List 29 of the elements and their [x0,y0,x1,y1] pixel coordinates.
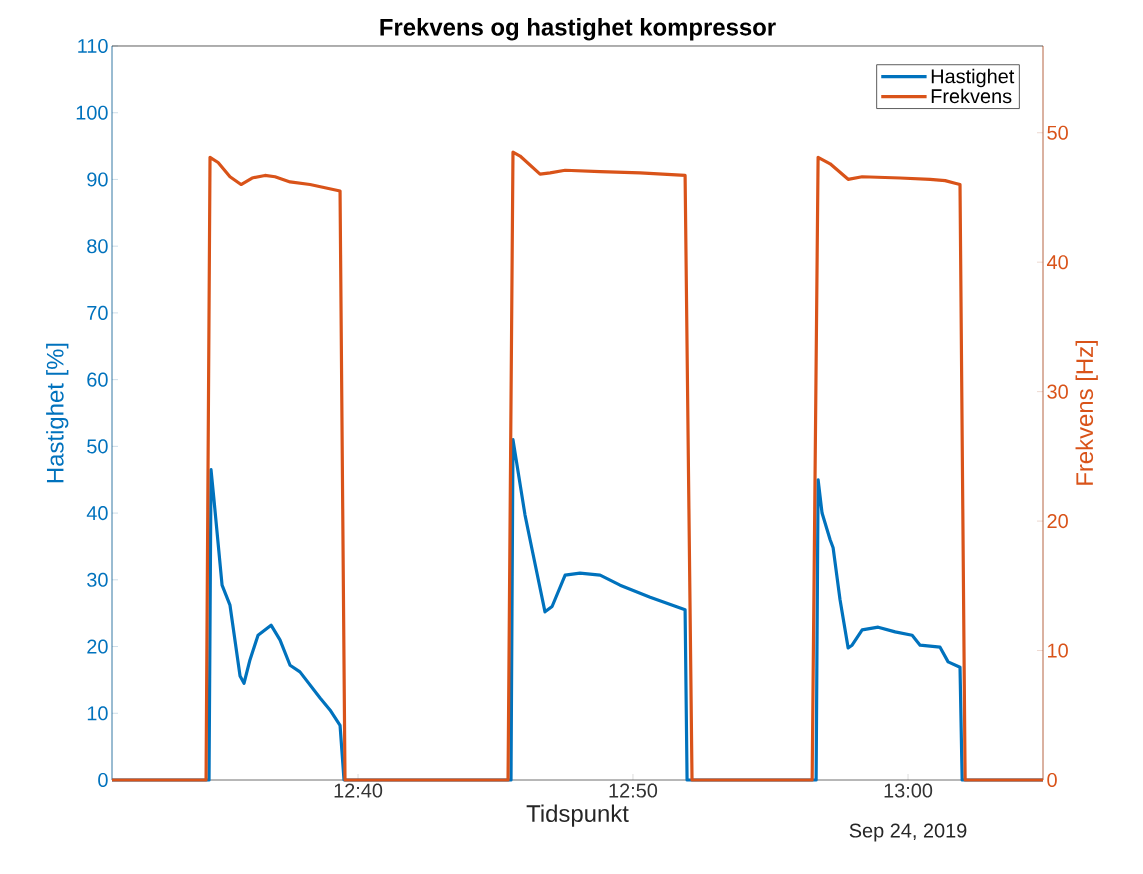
y-tick-label: 20 [87,639,108,654]
legend-label: Hastighet [931,68,1015,88]
y-tick-label: 60 [87,372,108,387]
y2-axis-title: Frekvens [Hz] [1075,340,1098,485]
chart-title: Frekvens og hastighet kompressor [380,18,776,41]
y2-tick-label: 40 [1046,255,1068,270]
y2-tick-label: 50 [1047,125,1068,140]
x-axis-title: Tidspunkt [526,804,629,827]
y-tick-label: 30 [87,572,108,587]
y-tick-label: 10 [87,706,108,721]
legend-label: Frekvens [931,88,1012,104]
y2-tick-label: 10 [1048,643,1068,658]
x-tick-label: 13:00 [884,783,933,798]
y2-tick-label: 30 [1047,384,1068,399]
y-axis-title: Hastighet [%] [46,343,69,483]
x-tick-label: 12:50 [609,783,658,798]
y-tick-label: 100 [76,105,108,120]
line-series [110,150,1045,782]
y-tick-label: 50 [87,439,108,454]
x-tick-label: 12:40 [334,783,383,798]
y-tick-label: 0 [98,772,108,788]
text: Sep 24, 2019 [849,823,967,842]
y-tick-label: 80 [87,239,108,254]
y-tick-label: 70 [87,305,108,320]
y2-tick-label: 20 [1047,514,1068,529]
y-tick-label: 110 [78,38,108,54]
y-tick-label: 90 [87,172,108,187]
y-tick-label: 40 [86,506,108,521]
y2-tick-label: 0 [1047,772,1057,788]
